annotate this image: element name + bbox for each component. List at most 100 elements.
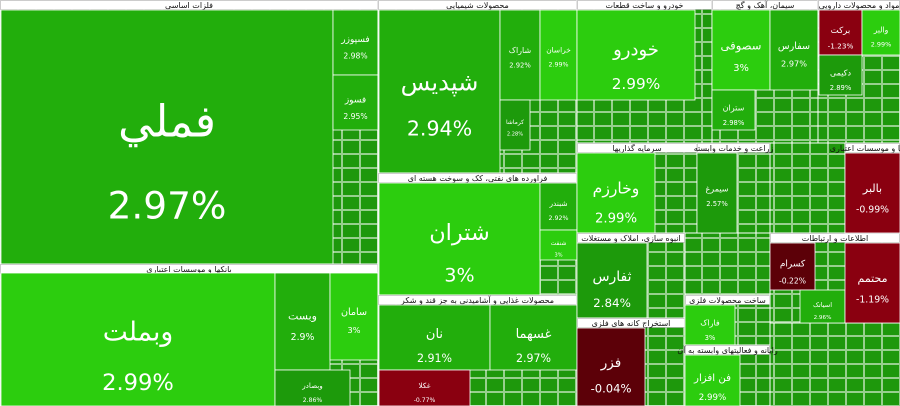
tile-value: -0.04% <box>591 381 632 395</box>
tile-value: 3% <box>554 252 562 258</box>
sector-title: سیمان، آهک و گچ <box>736 0 795 10</box>
tile <box>576 152 656 234</box>
sector-title: بانکها و موسسات اعتباری <box>146 265 232 274</box>
sector-title: فلزات اساسی <box>165 1 213 10</box>
tile-name: اسیاتک <box>813 301 832 309</box>
tile-name: برکت <box>831 26 851 36</box>
sector-header <box>577 233 685 243</box>
tile-name: خودرو <box>612 40 659 61</box>
sector-header <box>697 143 770 153</box>
tile <box>539 9 578 101</box>
tile-value: -0.99% <box>856 204 889 215</box>
tile <box>329 272 379 361</box>
tile-value: 2.98% <box>723 119 745 127</box>
tile-name: سامان <box>341 307 367 318</box>
tile-name: خراسان <box>546 46 571 55</box>
tile-name: سصوفی <box>721 39 762 54</box>
tile-name: شنفت <box>551 240 567 247</box>
tile-name: فاراک <box>700 319 720 328</box>
tile <box>769 242 816 291</box>
tile-value: 2.97% <box>781 59 807 69</box>
tile-name: سفارس <box>778 41 810 52</box>
sector-title: سرمایه گذاریها <box>612 143 662 153</box>
tile-name: وخارزم <box>593 180 640 199</box>
sector-title: رایانه و فعالیتهای وابسته به آن <box>677 345 778 355</box>
tile-name: ثفارس <box>592 269 631 285</box>
tile-name: وبملت <box>103 316 174 347</box>
tile-value: 3% <box>444 264 474 286</box>
tile <box>274 272 331 371</box>
tile-value: 2.95% <box>343 112 367 121</box>
tile <box>378 369 471 406</box>
tile-value: 2.99% <box>102 370 174 396</box>
tile <box>0 272 276 406</box>
tile-value: 2.94% <box>407 116 472 140</box>
tile <box>576 242 648 319</box>
tile-value: 2.9% <box>291 332 315 343</box>
sector-title: بانکها و موسسات اعتباری <box>830 144 900 153</box>
tile-value: 2.86% <box>303 397 323 404</box>
sector-title: محصولات شیمیایی <box>446 1 509 10</box>
tile-value: -1.19% <box>856 294 889 305</box>
tile-name: والبر <box>873 25 889 34</box>
tile <box>711 9 771 91</box>
tile <box>576 327 646 406</box>
tile <box>539 229 578 261</box>
tile-value: -1.23% <box>828 42 854 51</box>
tile-name: غسهما <box>516 327 552 342</box>
sector-title: فراورده های نفتی، کک و سوخت هسته ای <box>408 174 548 183</box>
tile-value: 2.99% <box>595 212 637 227</box>
tile-value: 2.57% <box>706 200 728 208</box>
tile-name: فسوز <box>344 95 366 105</box>
tile-value: -0.77% <box>414 397 436 404</box>
tile-value: 2.96% <box>814 315 832 321</box>
tile <box>861 9 900 56</box>
filler <box>770 143 845 233</box>
tile-name: شاراک <box>509 46 532 55</box>
tile <box>0 9 334 265</box>
tile-name: کرماشا <box>506 119 524 126</box>
tile-value: 2.99% <box>612 75 661 93</box>
sector-title: زراعت و خدمات وابسته <box>694 144 774 153</box>
tile-name: وبست <box>288 310 317 323</box>
tile-value: 3% <box>705 334 716 342</box>
tile <box>844 152 900 234</box>
tile-name: وبصادر <box>301 381 323 390</box>
tile-value: 2.91% <box>417 352 452 365</box>
sector-title: اطلاعات و ارتباطات <box>802 234 869 243</box>
filler <box>685 233 770 295</box>
tile <box>684 354 741 406</box>
tile-value: 2.84% <box>593 296 631 310</box>
tile-name: فن افزار <box>693 373 731 384</box>
sector-title: مواد و محصولات دارویی <box>819 1 900 10</box>
tile <box>499 99 531 151</box>
tile-name: فزر <box>600 355 622 371</box>
tile-value: 2.89% <box>830 84 852 92</box>
tile <box>378 182 541 296</box>
tile-value: -0.22% <box>779 276 806 285</box>
filler <box>770 323 900 406</box>
tile-value: 2.97% <box>108 183 227 227</box>
tile-value: 2.99% <box>549 62 569 69</box>
tile-name: شبندر <box>548 199 567 208</box>
tile <box>818 54 863 96</box>
tile-name: دکیمی <box>830 69 852 78</box>
tile <box>576 9 696 101</box>
tile-name: فملي <box>118 96 216 147</box>
tile-value: 2.97% <box>516 352 551 365</box>
tile-value: 3% <box>348 325 361 335</box>
tile-name: بالبر <box>862 182 882 195</box>
tile-value: 2.28% <box>507 131 523 137</box>
tile <box>274 369 351 406</box>
tile-name: نان <box>426 327 443 342</box>
sector-title: ساخت محصولات فلزی <box>689 296 766 305</box>
tile-name: محتمم <box>858 272 888 285</box>
sector-title: استخراج کانه های فلزی <box>592 319 671 328</box>
tile-name: فسپوزر <box>340 35 369 45</box>
tile-value: 2.92% <box>549 215 569 222</box>
tile-name: کسرام <box>780 260 806 270</box>
tile <box>711 89 756 131</box>
tile-name: سیمرغ <box>706 185 729 194</box>
tile-value: 2.98% <box>343 51 367 60</box>
